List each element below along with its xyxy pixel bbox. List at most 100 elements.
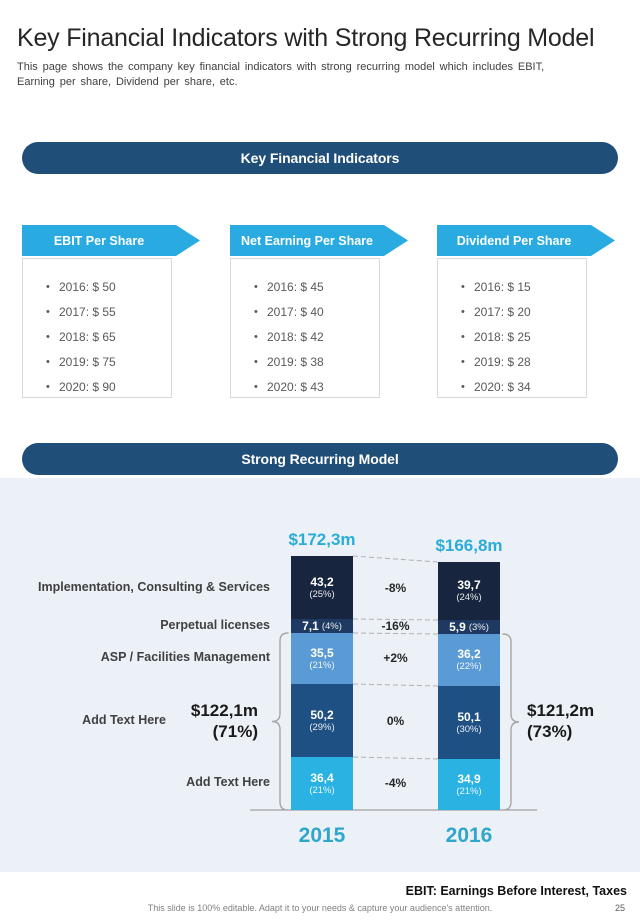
category-label: Add Text Here xyxy=(82,712,166,727)
category-label: ASP / Facilities Management xyxy=(100,650,270,665)
list-item: • 2017: $ 55 xyxy=(46,299,171,324)
bullet-icon: • xyxy=(461,380,465,393)
column-total: $172,3m xyxy=(288,530,356,549)
bullet-icon: • xyxy=(46,280,50,293)
list-item: • 2019: $ 38 xyxy=(254,349,379,374)
change-label: -8% xyxy=(384,581,407,596)
bullet-icon: • xyxy=(46,380,50,393)
segment-value: 5,9 xyxy=(449,619,466,634)
list-item: • 2020: $ 90 xyxy=(46,374,171,399)
year-label: 2016 xyxy=(445,824,493,847)
list-item-text: 2019: $ 38 xyxy=(267,354,324,369)
section-banner-key-financial-indicators: Key Financial Indicators xyxy=(22,142,618,174)
indicator-card: EBIT Per Share • 2016: $ 50 • 2017: $ 55 • 201… xyxy=(22,225,200,398)
bar-segment: 35,5 (21%) xyxy=(291,633,353,684)
column-total: $166,8m xyxy=(435,536,503,555)
segment-value: 36,2 xyxy=(457,647,481,661)
change-label: -4% xyxy=(384,776,407,790)
list-item-text: 2019: $ 28 xyxy=(474,354,531,369)
bar-segment: 36,2 (22%) xyxy=(438,634,500,686)
bullet-icon: • xyxy=(254,280,258,293)
bullet-icon: • xyxy=(254,355,258,368)
list-item-text: 2019: $ 75 xyxy=(59,354,116,369)
list-item-text: 2018: $ 65 xyxy=(59,329,116,344)
list-item-text: 2017: $ 40 xyxy=(267,304,324,319)
list-item-text: 2020: $ 43 xyxy=(267,379,324,394)
bar-segment: 50,1 (30%) xyxy=(438,686,500,759)
card-list: • 2016: $ 45 • 2017: $ 40 • 2018: $ 42 • 2019: … xyxy=(230,258,380,398)
bullet-icon: • xyxy=(254,330,258,343)
indicator-card: Net Earning Per Share • 2016: $ 45 • 2017: $… xyxy=(230,225,408,398)
change-label: -16% xyxy=(381,618,410,633)
list-item: • 2017: $ 40 xyxy=(254,299,379,324)
page-subtitle: This page shows the company key financia… xyxy=(17,60,544,89)
list-item: • 2016: $ 50 xyxy=(46,274,171,299)
list-item: • 2016: $ 15 xyxy=(461,274,586,299)
card-header-arrow: EBIT Per Share xyxy=(22,225,200,256)
segment-value: 36,4 xyxy=(310,770,334,785)
segment-percent: (21%) xyxy=(309,784,335,796)
list-item: • 2018: $ 65 xyxy=(46,324,171,349)
ebit-footnote: EBIT: Earnings Before Interest, Taxes xyxy=(405,884,627,898)
segment-percent: (24%) xyxy=(456,592,482,603)
list-item: • 2020: $ 43 xyxy=(254,374,379,399)
list-item-text: 2020: $ 90 xyxy=(59,379,116,394)
segment-percent: (21%) xyxy=(456,785,482,797)
change-label: +2% xyxy=(383,651,408,666)
category-label: Implementation, Consulting & Services xyxy=(38,580,270,595)
segment-value: 39,7 xyxy=(457,578,481,592)
bullet-icon: • xyxy=(254,380,258,393)
bullet-icon: • xyxy=(46,330,50,343)
change-label: 0% xyxy=(386,713,405,728)
list-item: • 2016: $ 45 xyxy=(254,274,379,299)
left-group-total-value: $122,1m xyxy=(190,701,258,720)
bullet-icon: • xyxy=(461,330,465,343)
subtitle-line: This page shows the company key financia… xyxy=(17,61,545,73)
list-item-text: 2017: $ 20 xyxy=(474,304,531,319)
card-list: • 2016: $ 50 • 2017: $ 55 • 2018: $ 65 • 2019: … xyxy=(22,258,172,398)
card-header-arrow: Dividend Per Share xyxy=(437,225,615,256)
list-item-text: 2016: $ 15 xyxy=(474,279,531,294)
year-label: 2015 xyxy=(298,824,346,847)
left-group-total-percent: (71%) xyxy=(212,722,258,741)
bullet-icon: • xyxy=(46,355,50,368)
list-item: • 2019: $ 75 xyxy=(46,349,171,374)
list-item: • 2018: $ 25 xyxy=(461,324,586,349)
list-item: • 2020: $ 34 xyxy=(461,374,586,399)
bar-segment: 5,9 (3%) xyxy=(438,620,500,634)
recurring-chart: 43,2 (25%) 39,7 (24%) 7,1 (4%) 5,9 (3%) 35,5 (21%… xyxy=(0,478,640,872)
chart-overlay xyxy=(250,555,537,811)
list-item-text: 2016: $ 50 xyxy=(59,279,116,294)
list-item-text: 2018: $ 42 xyxy=(267,329,324,344)
segment-value: 34,9 xyxy=(457,771,481,786)
right-group-total-value: $121,2m xyxy=(527,701,595,720)
segment-value: 43,2 xyxy=(310,574,334,589)
bar-segment: 36,4 (21%) xyxy=(291,757,353,810)
card-header-arrow: Net Earning Per Share xyxy=(230,225,408,256)
segment-value: 7,1 xyxy=(302,618,319,633)
list-item-text: 2018: $ 25 xyxy=(474,329,531,344)
segment-value: 50,1 xyxy=(457,709,481,724)
bullet-icon: • xyxy=(46,305,50,318)
category-label: Add Text Here xyxy=(186,775,270,789)
card-list: • 2016: $ 15 • 2017: $ 20 • 2018: $ 25 • 2019: … xyxy=(437,258,587,398)
subtitle-line: Earning per share, Dividend per share, e… xyxy=(17,75,238,88)
page-title: Key Financial Indicators with Strong Rec… xyxy=(17,24,595,52)
section-banner-strong-recurring-model: Strong Recurring Model xyxy=(22,443,618,475)
right-group-total-percent: (73%) xyxy=(527,722,573,741)
segment-percent: (3%) xyxy=(468,621,489,633)
bar-segment: 43,2 (25%) xyxy=(291,556,353,619)
bar-segment: 50,2 (29%) xyxy=(291,684,353,757)
list-item: • 2019: $ 28 xyxy=(461,349,586,374)
list-item: • 2017: $ 20 xyxy=(461,299,586,324)
segment-percent: (25%) xyxy=(309,588,335,600)
bullet-icon: • xyxy=(461,280,465,293)
segment-percent: (30%) xyxy=(456,723,482,735)
list-item-text: 2016: $ 45 xyxy=(267,279,324,294)
indicator-card: Dividend Per Share • 2016: $ 15 • 2017: $ 20… xyxy=(437,225,615,398)
bar-segment: 34,9 (21%) xyxy=(438,759,500,810)
segment-percent: (29%) xyxy=(309,721,335,733)
segment-percent: (4%) xyxy=(321,620,342,632)
bar-segment: 7,1 (4%) xyxy=(291,619,353,633)
